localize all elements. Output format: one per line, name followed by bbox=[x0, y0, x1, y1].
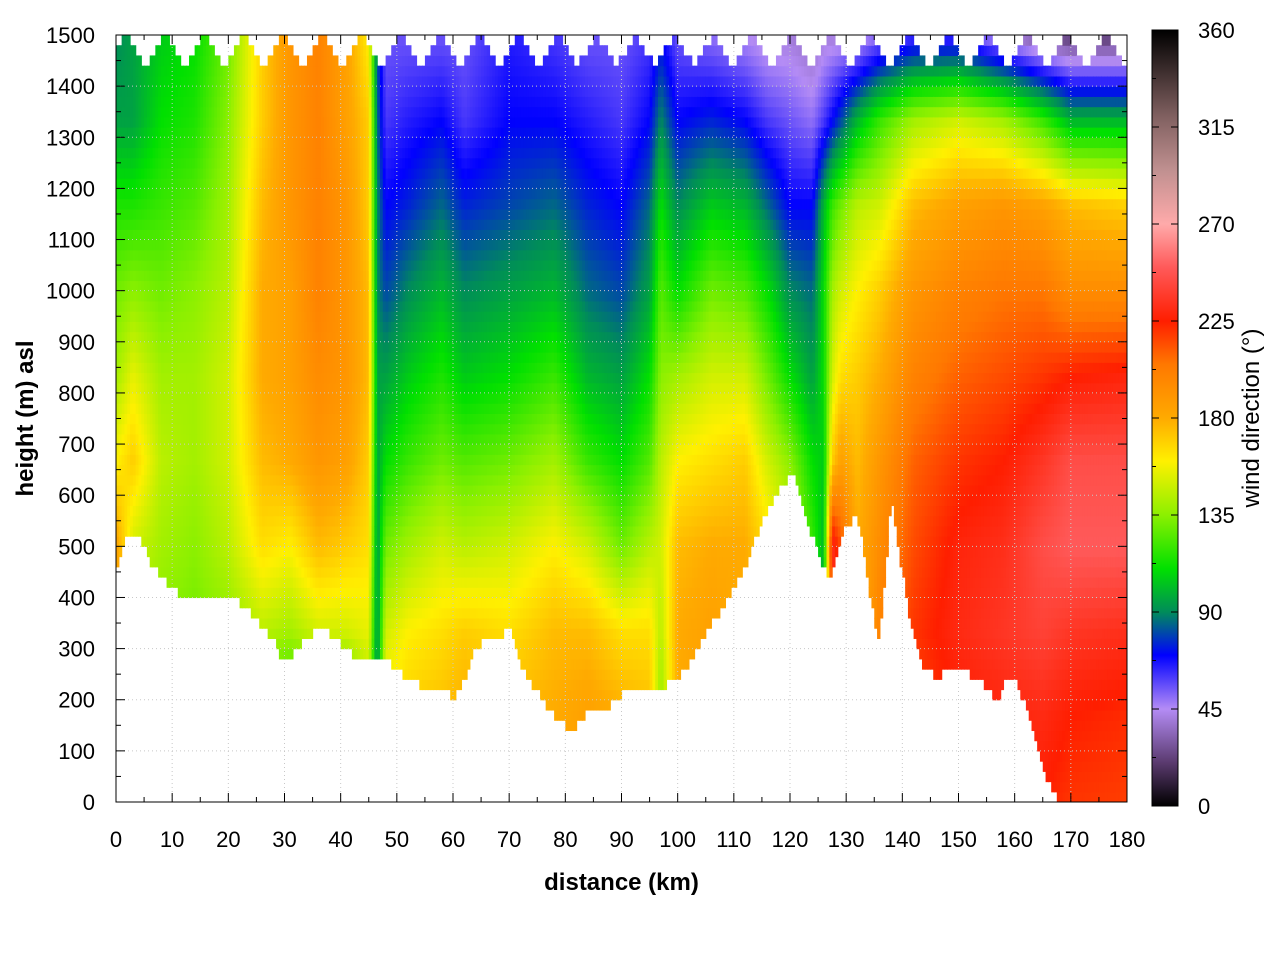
heatmap-cell bbox=[245, 35, 248, 46]
heatmap-cell bbox=[324, 35, 327, 46]
heatmap-cell bbox=[167, 35, 170, 46]
heatmap-cell bbox=[251, 45, 254, 56]
heatmap-cell bbox=[369, 45, 372, 56]
heatmap-cell bbox=[138, 55, 141, 66]
heatmap-cell bbox=[335, 55, 338, 66]
heatmap-cell bbox=[329, 45, 332, 56]
heatmap-cell bbox=[296, 55, 299, 66]
heatmap-cell bbox=[178, 55, 181, 66]
heatmap-cell bbox=[299, 638, 302, 649]
heatmap-cell bbox=[217, 55, 220, 66]
heatmap-cell bbox=[206, 35, 209, 46]
heatmap-cell bbox=[133, 45, 136, 56]
heatmap-cell bbox=[285, 35, 288, 46]
heatmap-cell bbox=[172, 45, 175, 56]
heatmap-cell bbox=[211, 45, 214, 56]
heatmap-cell bbox=[290, 45, 293, 56]
heatmap-cell bbox=[116, 557, 119, 568]
heatmap-cell bbox=[310, 628, 313, 639]
heatmap-cell bbox=[127, 35, 130, 46]
heatmap-cell bbox=[256, 55, 259, 66]
heatmap-cell bbox=[290, 649, 293, 660]
heatmap-cell bbox=[119, 546, 122, 557]
heatmap-cell bbox=[363, 35, 366, 46]
heatmap-cell bbox=[122, 536, 125, 547]
